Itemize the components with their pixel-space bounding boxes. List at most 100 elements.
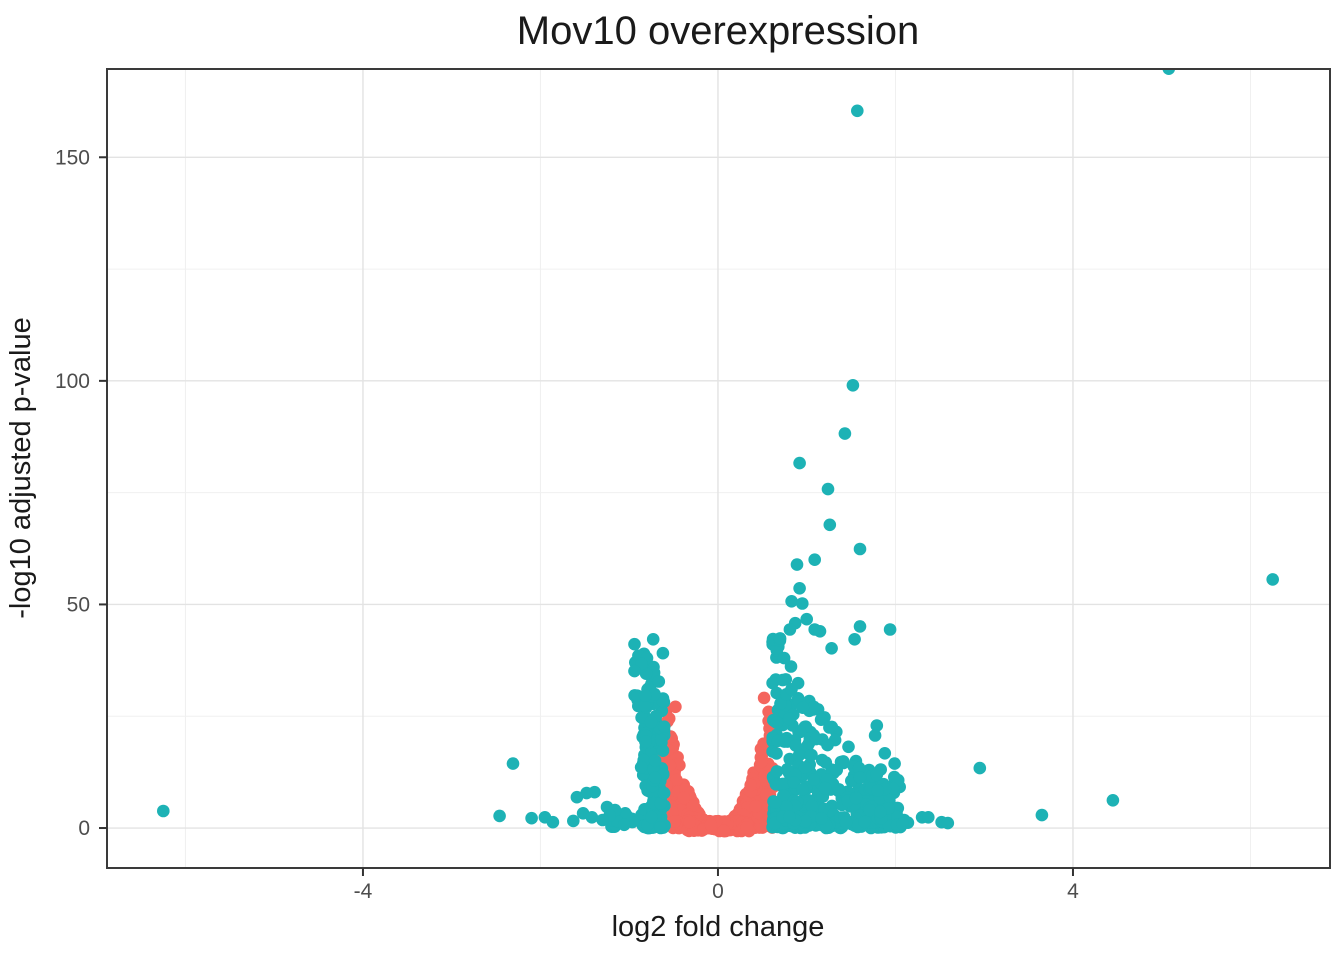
data-point-significant — [796, 701, 810, 714]
data-point-significant — [858, 815, 871, 829]
data-point-significant — [851, 104, 864, 118]
data-point-significant — [973, 761, 987, 775]
data-point-significant — [874, 805, 887, 819]
data-point-significant — [853, 620, 867, 633]
data-point-significant — [871, 784, 884, 797]
data-point-significant — [790, 558, 804, 571]
y-axis-title: -log10 adjusted p-value — [5, 317, 37, 618]
x-tick-label: 0 — [712, 880, 724, 903]
data-point-significant — [634, 761, 648, 774]
data-point-significant — [870, 768, 884, 782]
data-point-significant — [785, 683, 798, 696]
data-point-significant — [1162, 69, 1176, 75]
data-point-significant — [652, 675, 666, 688]
y-tick-label: 100 — [55, 370, 90, 393]
data-point-significant — [776, 777, 790, 791]
data-point-not-significant — [677, 791, 691, 805]
y-tick-label: 150 — [55, 146, 90, 169]
data-point-significant — [853, 771, 867, 784]
data-point-significant — [848, 633, 861, 646]
data-point-significant — [580, 786, 593, 800]
data-point-significant — [896, 817, 909, 831]
data-point-significant — [546, 815, 560, 829]
data-point-significant — [769, 796, 782, 809]
data-point-significant — [773, 632, 787, 645]
data-point-significant — [648, 754, 662, 767]
data-point-significant — [628, 637, 641, 651]
data-point-significant — [832, 783, 846, 796]
data-point-significant — [774, 697, 787, 710]
data-point-significant — [823, 518, 837, 532]
data-point-significant — [585, 811, 599, 824]
data-point-significant — [793, 456, 806, 470]
data-point-significant — [814, 713, 828, 726]
data-point-significant — [638, 689, 652, 702]
data-point-significant — [796, 783, 809, 796]
data-point-significant — [922, 811, 935, 824]
x-tick-label: 4 — [1067, 880, 1079, 903]
data-point-significant — [645, 810, 658, 824]
data-point-significant — [646, 633, 660, 646]
data-point-significant — [638, 699, 652, 712]
data-point-significant — [846, 379, 860, 392]
data-point-significant — [808, 553, 821, 566]
data-point-significant — [818, 781, 832, 795]
data-point-not-significant — [683, 816, 696, 829]
data-point-significant — [567, 814, 580, 828]
data-point-significant — [783, 712, 796, 726]
data-point-significant — [1266, 573, 1279, 586]
data-point-significant — [648, 771, 662, 784]
data-point-significant — [506, 757, 520, 770]
data-point-significant — [807, 773, 820, 786]
data-point-significant — [941, 816, 955, 830]
data-point-significant — [823, 721, 836, 734]
data-point-significant — [779, 800, 793, 813]
data-point-significant — [654, 821, 667, 834]
data-point-significant — [777, 651, 791, 665]
data-point-significant — [770, 686, 783, 700]
data-point-significant — [776, 673, 789, 687]
data-point-significant — [868, 729, 882, 742]
data-point-significant — [617, 818, 631, 832]
data-point-significant — [771, 734, 785, 748]
data-point-significant — [799, 814, 812, 828]
data-point-not-significant — [749, 800, 762, 813]
data-point-significant — [570, 790, 584, 804]
data-point-significant — [800, 612, 813, 626]
data-point-significant — [784, 660, 798, 673]
data-point-significant — [628, 664, 641, 678]
data-point-significant — [783, 810, 796, 824]
data-point-not-significant — [668, 815, 681, 828]
data-point-significant — [639, 735, 652, 748]
data-point-significant — [863, 803, 876, 817]
data-point-significant — [657, 720, 671, 733]
data-point-significant — [656, 646, 670, 660]
data-point-significant — [798, 761, 812, 774]
data-point-significant — [783, 623, 797, 636]
x-tick-label: -4 — [354, 880, 373, 903]
data-point-significant — [815, 812, 828, 825]
data-point-significant — [805, 799, 819, 813]
data-point-significant — [657, 786, 671, 800]
data-point-significant — [888, 757, 901, 770]
data-point-significant — [770, 765, 784, 778]
data-point-significant — [849, 791, 863, 805]
data-point-significant — [654, 797, 667, 810]
data-point-significant — [852, 761, 866, 775]
tick-layer — [99, 156, 1074, 876]
tick-label-layer: -4 0 4 0 50 100 150 — [55, 146, 1079, 903]
data-point-significant — [813, 625, 827, 638]
y-tick-label: 50 — [67, 593, 90, 616]
data-point-significant — [157, 804, 170, 818]
plot-title: Mov10 overexpression — [517, 9, 919, 53]
data-point-significant — [1106, 794, 1120, 807]
data-point-significant — [821, 482, 835, 496]
data-point-significant — [796, 597, 809, 610]
data-point-significant — [596, 813, 609, 827]
data-point-significant — [838, 427, 852, 440]
data-point-significant — [493, 809, 506, 823]
points-layer — [157, 69, 1279, 838]
data-point-significant — [656, 744, 670, 757]
